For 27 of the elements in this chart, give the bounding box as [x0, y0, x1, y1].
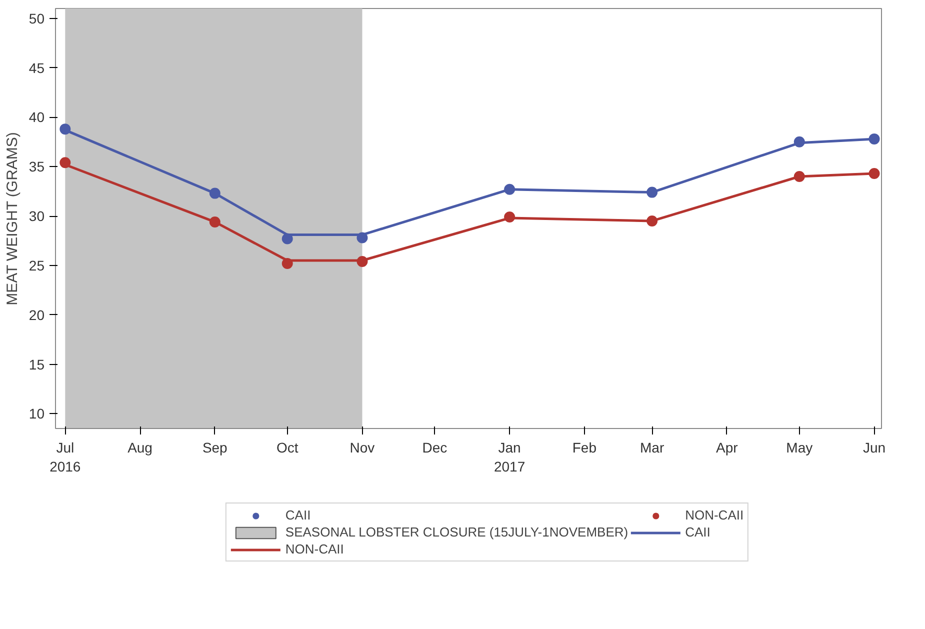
x-tick-label: Aug — [128, 440, 152, 456]
legend-label: CAII — [685, 524, 710, 540]
y-tick-label: 10 — [28, 406, 45, 422]
x-tick-label: Dec — [422, 440, 448, 456]
y-tick-label: 25 — [28, 257, 45, 274]
y-tick-label: 35 — [28, 158, 45, 175]
x-tick-label: Nov — [350, 440, 375, 456]
y-tick-label: 20 — [28, 306, 45, 323]
x-tick-label: May — [786, 440, 813, 456]
legend-label: SEASONAL LOBSTER CLOSURE (15JULY-1NOVEMBER) — [285, 524, 628, 540]
x-tick-label: Sep — [202, 440, 228, 456]
x-tick-label: Jun — [862, 440, 886, 456]
y-tick-label: 30 — [28, 208, 45, 224]
y-tick-label: 50 — [28, 10, 45, 26]
x-tick-label: Feb — [572, 440, 597, 456]
x-tick-label: Oct — [276, 440, 298, 456]
x-tick-label: Apr — [716, 440, 738, 456]
y-tick-label: 15 — [28, 356, 45, 372]
y-tick-label: 45 — [28, 60, 45, 76]
y-tick-label: 40 — [28, 109, 45, 126]
legend-label: NON-CAII — [285, 542, 344, 556]
x-tick-label: Jul 2016 — [50, 440, 81, 475]
y-axis-title: MEAT WEIGHT (GRAMS) — [4, 132, 21, 306]
x-tick-label: Jan 2017 — [494, 440, 526, 475]
legend-label: NON-CAII — [685, 508, 744, 522]
legend-label: CAII — [285, 508, 311, 522]
x-tick-label: Mar — [640, 440, 664, 456]
